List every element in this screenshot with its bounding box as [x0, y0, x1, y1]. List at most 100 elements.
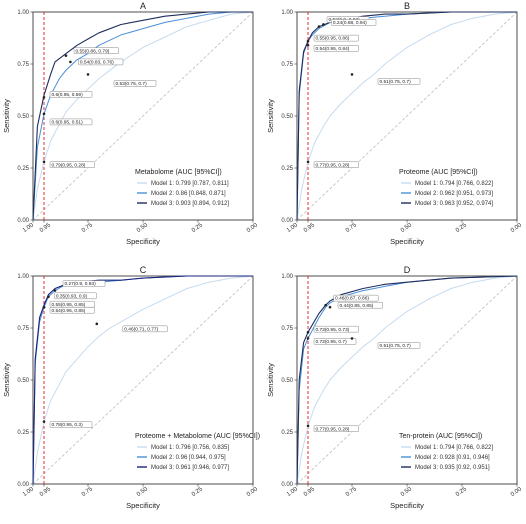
threshold-point	[42, 112, 46, 116]
y-tick-label: 0.00	[281, 482, 293, 488]
threshold-label-box	[54, 292, 97, 299]
threshold-label-box	[49, 421, 93, 428]
threshold-label-box	[333, 294, 379, 302]
x-tick-label: 0.50	[136, 486, 150, 498]
threshold-label-box	[313, 325, 359, 333]
threshold-label: 0.55(0.95, 0.86)	[316, 36, 350, 42]
y-tick-label: 1.00	[17, 274, 29, 280]
x-tick-label: 1.00	[286, 222, 300, 234]
threshold-point	[324, 303, 327, 307]
threshold-label-box	[313, 338, 357, 345]
legend-entry-model-2: Model 2: 0.96 [0.944, 0.975]	[151, 455, 226, 461]
y-axis-label: Sensitivity	[266, 99, 275, 133]
x-tick-label: 0.50	[400, 222, 414, 234]
threshold-label-box	[313, 161, 359, 168]
y-axis-label: Sensitivity	[266, 363, 275, 397]
legend-entry-model-1: Model 1: 0.794 [0.766, 0.822]	[415, 445, 493, 451]
x-tick-label: 0.75	[81, 486, 95, 498]
threshold-label-box	[73, 47, 119, 54]
threshold-label: 0.54(0.95, 0.84)	[316, 46, 350, 52]
y-tick-label: 0.75	[17, 62, 29, 68]
threshold-label: 0.73(0.95, 0.7)	[316, 339, 348, 345]
threshold-label-box	[62, 280, 106, 287]
threshold-label-box	[337, 302, 383, 309]
legend-title: Proteome + Metabolome (AUC [95%CI])	[135, 433, 260, 440]
panel-title: A	[140, 1, 146, 11]
threshold-point	[317, 25, 321, 28]
y-tick-label: 0.00	[17, 218, 29, 224]
legend-entry-model-2: Model 2: 0.928 [0.91, 0.946]	[415, 455, 490, 461]
threshold-point	[53, 289, 57, 292]
threshold-label: 0.53(0.75, 0.7)	[116, 81, 148, 87]
legend-entry-model-1: Model 1: 0.794 [0.766, 0.822]	[415, 181, 493, 187]
threshold-label: 0.77(0.95, 0.28)	[316, 162, 350, 168]
threshold-label: 0.54(0.95, 0.85)	[52, 308, 86, 314]
chance-diagonal	[32, 11, 254, 221]
y-tick-label: 0.25	[17, 430, 29, 436]
panel-a: A1.00 0.95 0.75 0.50 0.25 0.000.000.250.500.7…	[2, 1, 259, 246]
y-tick-label: 0.50	[17, 378, 29, 384]
threshold-label: 0.27(0.9, 0.93)	[65, 281, 97, 287]
roc-curve-model-1	[296, 275, 518, 485]
threshold-point	[306, 330, 310, 334]
threshold-label: 0.6(0.95, 0.51)	[52, 120, 84, 126]
y-axis-label: Sensitivity	[2, 99, 11, 133]
threshold-point	[306, 39, 310, 43]
x-tick-label: 0.25	[455, 486, 469, 498]
chance-diagonal	[296, 11, 518, 221]
threshold-label-box	[49, 161, 95, 168]
x-axis-label: Specificity	[390, 501, 424, 510]
panel-title: C	[140, 265, 147, 275]
threshold-label: 0.51(0.75, 0.7)	[380, 343, 412, 349]
legend-title: Ten-protein (AUC [95%CI])	[399, 433, 482, 440]
y-tick-label: 0.75	[281, 326, 293, 332]
legend-entry-model-2: Model 2: 0.86 [0.848, 0.871]	[151, 191, 226, 197]
x-tick-label: 0.75	[345, 486, 359, 498]
threshold-point	[306, 424, 310, 428]
threshold-point	[47, 295, 50, 299]
threshold-label-box	[377, 342, 421, 349]
roc-curve-model-1	[32, 11, 254, 221]
y-tick-label: 0.75	[17, 326, 29, 332]
threshold-label: 0.55(0.95, 0.85)	[52, 302, 86, 308]
threshold-point	[350, 337, 354, 340]
x-tick-label: 0.00	[246, 222, 260, 234]
legend-entry-model-3: Model 3: 0.963 [0.952, 0.974]	[415, 201, 493, 207]
legend-entry-model-3: Model 3: 0.903 [0.894, 0.912]	[151, 201, 229, 207]
chance-diagonal	[296, 275, 518, 485]
legend: Metabolome (AUC [95%CI]) Model 1: 0.799 […	[135, 169, 229, 207]
legend-entry-model-3: Model 3: 0.961 [0.946, 0.977]	[151, 465, 229, 471]
threshold-label-box	[313, 34, 359, 42]
threshold-point	[64, 54, 68, 57]
panel-d: D1.00 0.95 0.75 0.50 0.25 0.000.000.250.500.7…	[266, 265, 523, 510]
panel-b: B1.00 0.95 0.75 0.50 0.25 0.000.000.250.500.7…	[266, 1, 523, 246]
x-tick-label: 0.75	[345, 222, 359, 234]
threshold-point	[350, 73, 354, 76]
legend-entry-model-2: Model 2: 0.962 [0.951, 0.973]	[415, 191, 493, 197]
threshold-label: 0.44(0.85, 0.85)	[340, 303, 374, 309]
y-tick-label: 1.00	[281, 274, 293, 280]
legend: Ten-protein (AUC [95%CI]) Model 1: 0.794 …	[399, 433, 493, 471]
threshold-label-box	[49, 91, 93, 98]
threshold-point	[42, 305, 46, 309]
threshold-label-box	[313, 425, 359, 432]
threshold-point	[95, 322, 99, 326]
x-tick-label: 0.00	[510, 486, 524, 498]
y-tick-label: 0.25	[17, 166, 29, 172]
threshold-label: 0.77(0.95, 0.28)	[316, 426, 350, 432]
threshold-label: 0.78(0.95, 0.3)	[52, 422, 84, 428]
y-axis-label: Sensitivity	[2, 363, 11, 397]
legend-title: Metabolome (AUC [95%CI])	[135, 169, 222, 176]
threshold-point	[306, 43, 310, 47]
threshold-label: 0.73(0.95, 0.73)	[316, 327, 350, 333]
threshold-point	[42, 160, 46, 164]
y-tick-label: 0.75	[281, 62, 293, 68]
legend-entry-model-1: Model 1: 0.799 [0.787, 0.811]	[151, 181, 229, 187]
x-tick-label: 0.50	[136, 222, 150, 234]
threshold-point	[328, 305, 332, 309]
roc-curve-model-3	[296, 275, 518, 485]
x-tick-label: 0.25	[191, 486, 205, 498]
legend-entry-model-3: Model 3: 0.935 [0.92, 0.951]	[415, 465, 490, 471]
threshold-label-box	[78, 58, 124, 66]
